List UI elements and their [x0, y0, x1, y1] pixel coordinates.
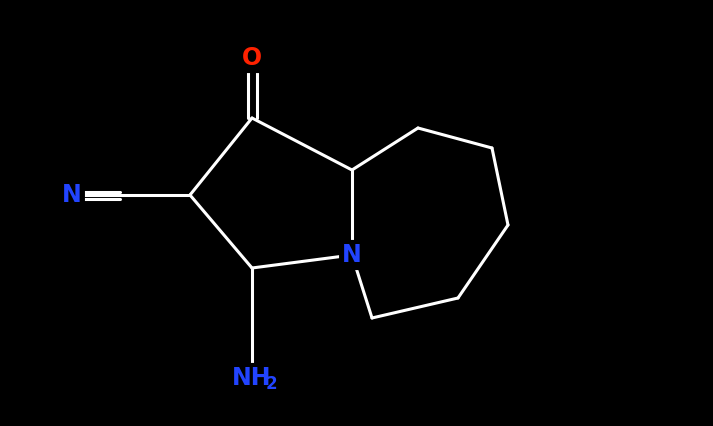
Text: N: N — [62, 183, 82, 207]
Text: NH: NH — [232, 366, 272, 390]
Text: 2: 2 — [266, 375, 277, 393]
Text: O: O — [242, 46, 262, 70]
Text: N: N — [342, 243, 362, 267]
